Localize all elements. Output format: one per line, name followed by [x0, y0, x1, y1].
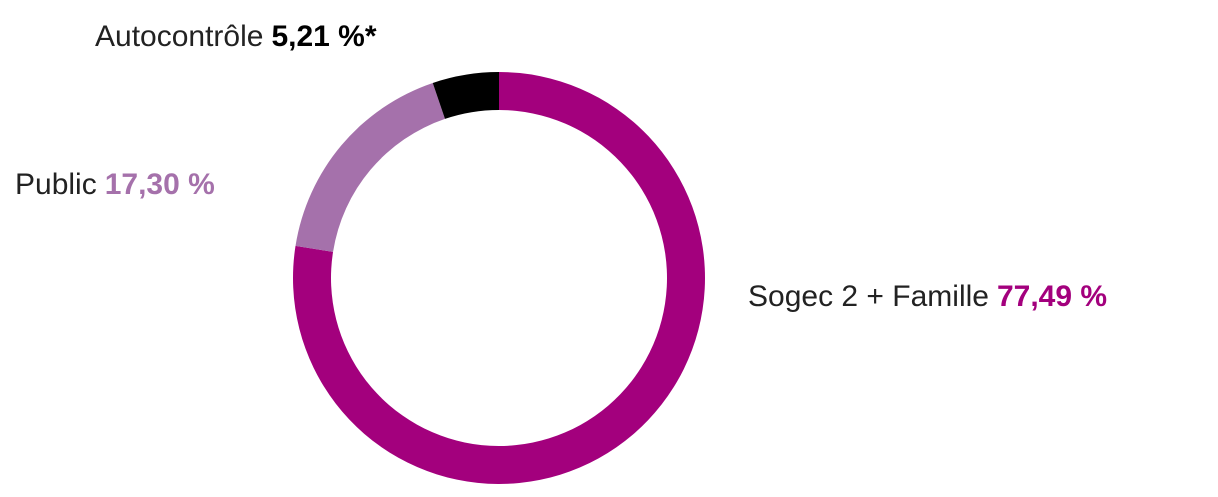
category-name: Sogec 2 + Famille — [748, 280, 989, 313]
segment-label: Public 17,30 % — [15, 168, 215, 201]
donut-segment — [432, 72, 499, 119]
value-label: 5,21 %* — [271, 20, 376, 53]
segment-label: Autocontrôle 5,21 %* — [95, 20, 377, 53]
category-name: Public — [15, 168, 97, 201]
value-label: 77,49 % — [997, 280, 1107, 313]
donut-segment — [295, 82, 445, 252]
segment-label: Sogec 2 + Famille 77,49 % — [748, 280, 1107, 313]
category-name: Autocontrôle — [95, 20, 263, 53]
value-label: 17,30 % — [105, 168, 215, 201]
